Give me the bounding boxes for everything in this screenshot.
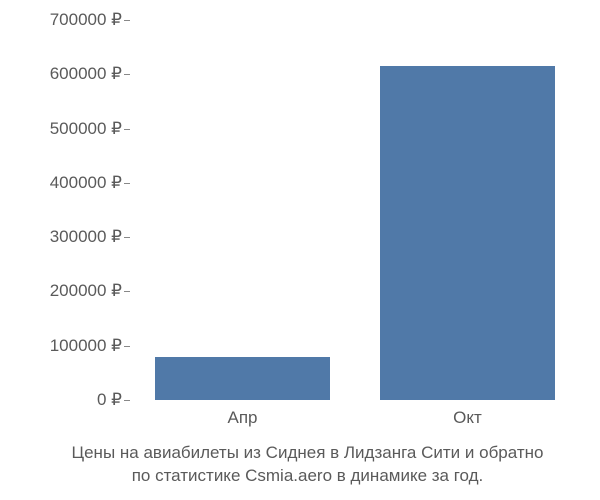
y-axis-tick bbox=[124, 74, 130, 75]
y-axis-tick bbox=[124, 129, 130, 130]
y-axis-tick-label: 700000 ₽ bbox=[50, 10, 122, 30]
y-axis-tick bbox=[124, 20, 130, 21]
y-axis-tick-label: 0 ₽ bbox=[97, 390, 122, 410]
y-axis-tick-label: 500000 ₽ bbox=[50, 119, 122, 139]
y-axis-tick-label: 100000 ₽ bbox=[50, 336, 122, 356]
caption-line-2: по статистике Csmia.aero в динамике за г… bbox=[132, 466, 484, 485]
bar bbox=[155, 357, 331, 400]
y-axis-tick-label: 200000 ₽ bbox=[50, 281, 122, 301]
y-axis-tick bbox=[124, 291, 130, 292]
price-bar-chart: 0 ₽ 100000 ₽ 200000 ₽ 300000 ₽ 400000 ₽ 50000… bbox=[0, 0, 600, 500]
y-axis-tick-label: 400000 ₽ bbox=[50, 173, 122, 193]
y-axis-tick-label: 600000 ₽ bbox=[50, 64, 122, 84]
chart-caption: Цены на авиабилеты из Сиднея в Лидзанга … bbox=[30, 442, 585, 488]
y-axis-tick bbox=[124, 400, 130, 401]
caption-line-1: Цены на авиабилеты из Сиднея в Лидзанга … bbox=[72, 443, 544, 462]
x-axis-tick-label: Окт bbox=[453, 408, 482, 428]
y-axis-tick-label: 300000 ₽ bbox=[50, 227, 122, 247]
x-axis-tick-label: Апр bbox=[228, 408, 258, 428]
plot-area bbox=[130, 20, 580, 400]
y-axis-tick bbox=[124, 237, 130, 238]
y-axis-tick bbox=[124, 183, 130, 184]
bar bbox=[380, 66, 556, 400]
y-axis-tick bbox=[124, 346, 130, 347]
